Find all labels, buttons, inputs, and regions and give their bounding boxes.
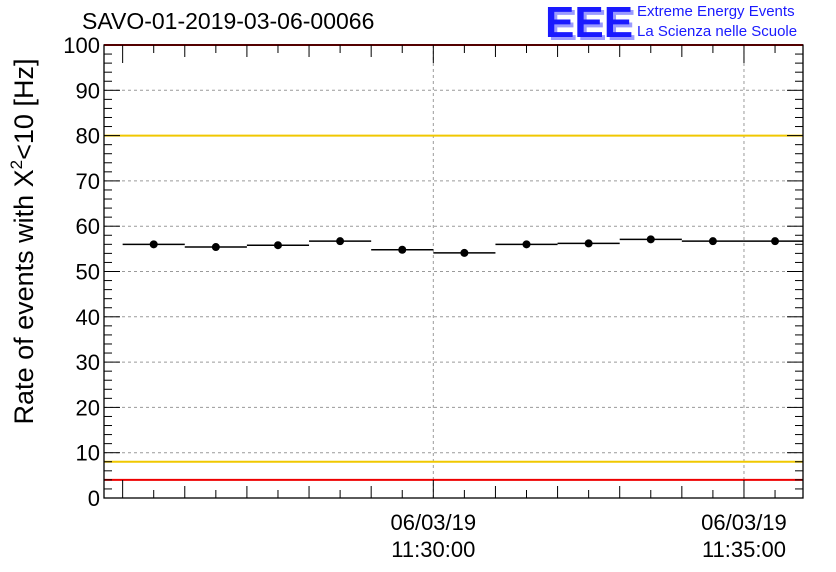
eee-logo-caption: Extreme Energy Events La Scienza nelle S…: [637, 2, 797, 42]
run-title: SAVO-01-2019-03-06-00066: [82, 8, 375, 34]
data-point-2: [273, 241, 282, 250]
eee-logo-shadow: EEE: [548, 1, 636, 46]
x-tick-label-date: 06/03/19: [701, 510, 787, 535]
y-tick-label: 30: [76, 350, 100, 375]
eee-logo: EEE EEE: [544, 0, 636, 51]
x-tick-label-date: 06/03/19: [390, 510, 476, 535]
data-point-0: [149, 240, 158, 249]
y-tick-label: 0: [88, 486, 100, 511]
y-axis-label: Rate of events with X2<10 [Hz]: [7, 59, 39, 425]
logo-line-2: La Scienza nelle Scuole: [637, 23, 798, 40]
data-point-3: [336, 237, 345, 246]
y-tick-label: 100: [63, 33, 100, 58]
grid-lines: [104, 45, 803, 498]
y-tick-label: 50: [76, 260, 100, 285]
eee-logo-mark: EEE EEE: [545, 0, 636, 50]
y-tick-label: 70: [76, 169, 100, 194]
threshold-lines: [104, 44, 803, 481]
logo-line-1: Extreme Energy Events: [637, 3, 795, 20]
data-point-4: [398, 245, 407, 254]
data-point-8: [646, 235, 655, 244]
y-tick-label: 20: [76, 395, 100, 420]
data-point-1: [211, 243, 220, 252]
y-tick-label: 60: [76, 214, 100, 239]
data-point-6: [522, 240, 531, 249]
x-tick-label-time: 11:35:00: [702, 537, 786, 562]
axis-tick-labels: 010203040506070809010006/03/1911:30:0006…: [63, 33, 787, 562]
y-tick-label: 90: [76, 78, 100, 103]
y-tick-label: 80: [76, 124, 100, 149]
data-point-9: [708, 237, 717, 246]
data-point-7: [584, 239, 593, 248]
y-tick-label: 10: [76, 441, 100, 466]
eee-logo-letters: EEE: [545, 0, 633, 46]
data-point-10: [771, 237, 780, 246]
axis-ticks: [104, 44, 803, 499]
x-tick-label-time: 11:30:00: [391, 537, 475, 562]
data-series: [122, 235, 803, 257]
y-tick-label: 40: [76, 305, 100, 330]
data-point-5: [460, 248, 469, 257]
